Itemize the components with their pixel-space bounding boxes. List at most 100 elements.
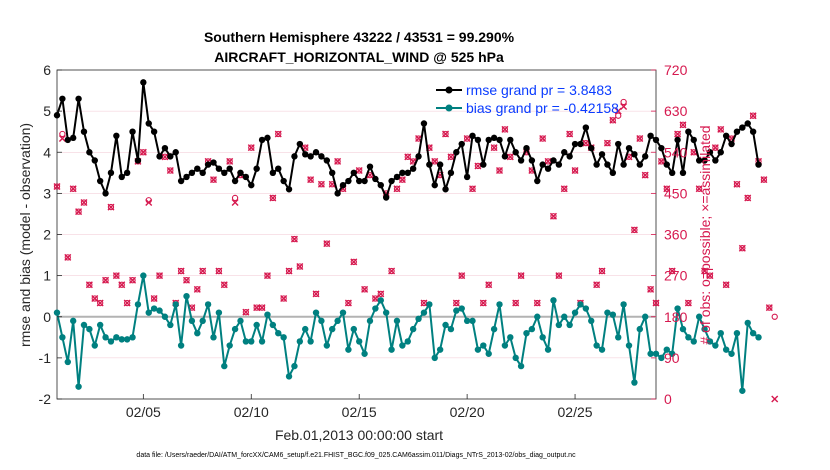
rmse-point [733,128,741,135]
obs-assimilated-stroke [355,167,363,175]
obs-assimilated-point [695,185,703,193]
obs-assimilated-point [684,299,692,307]
obs-assimilated-stroke [75,208,83,216]
bias-point [722,346,730,353]
obs-possible-point [113,272,120,279]
bias-point [458,305,465,312]
obs-assimilated-point [647,285,655,293]
obs-possible-point [534,299,541,307]
bias-point [312,309,320,316]
obs-assimilated-stroke [129,276,137,284]
obs-assimilated-point [765,304,773,312]
obs-assimilated-point [161,153,169,161]
obs-assimilated-point [598,267,606,275]
obs-assimilated-point [474,162,482,170]
obs-assimilated-point [431,157,439,165]
obs-possible-point [361,286,368,293]
obs-possible-point [636,135,643,142]
bias-point [69,317,77,325]
bias-point [615,334,622,341]
rmse-point [269,169,277,177]
rmse-point [345,177,352,185]
obs-possible-point [70,185,77,192]
right-tick-label: 360 [664,227,688,243]
x-tick-label: 02/05 [126,404,161,420]
obs-assimilated-point [560,185,568,193]
obs-assimilated-point [96,299,104,307]
bias-point [150,305,158,312]
left-y-axis-ticks: -2 -1 0 1 2 3 4 5 6 [39,62,62,407]
obs-assimilated-point [463,135,471,143]
obs-assimilated-point [663,185,671,193]
obs-assimilated-stroke [571,167,579,175]
obs-assimilated-stroke [549,212,557,220]
obs-assimilated-stroke [647,285,655,293]
bias-point [447,325,455,333]
rmse-point [329,169,336,177]
rmse-point [393,173,401,181]
bias-point [231,325,239,333]
obs-assimilated-stroke [58,135,66,143]
obs-assimilated-stroke [469,185,477,193]
obs-assimilated-point [317,180,325,188]
bias-point [102,334,109,341]
obs-assimilated-point [674,130,682,138]
obs-assimilated-stroke [231,199,239,207]
bias-point [490,325,498,333]
obs-assimilated-stroke [539,135,547,143]
bias-point [221,362,228,370]
obs-possible-point [744,194,751,202]
bias-point [436,346,444,353]
obs-assimilated-point [123,299,131,307]
obs-assimilated-stroke [706,272,714,280]
obs-assimilated-stroke [744,194,752,202]
rmse-point [361,177,368,185]
obs-assimilated-stroke [274,130,282,138]
obs-possible-point [280,295,287,302]
obs-assimilated-stroke [388,267,396,275]
obs-possible-point [97,299,104,307]
obs-assimilated-stroke [150,294,158,302]
left-tick-label: 6 [43,62,51,78]
bias-point [631,379,638,386]
rmse-point [436,161,444,168]
obs-possible-point [80,199,88,206]
obs-assimilated-stroke [701,267,709,275]
obs-possible-point [669,267,676,275]
bias-point [86,325,93,333]
rmse-point [366,163,374,170]
obs-assimilated-stroke [474,162,482,170]
bias-point [642,313,649,320]
obs-assimilated-point [220,281,228,289]
obs-assimilated-point [620,103,628,111]
x-tick-label: 02/10 [234,404,269,420]
bias-point [129,334,136,341]
obs-assimilated-point [458,272,466,280]
obs-assimilated-stroke [210,176,217,184]
obs-assimilated-stroke [166,167,174,175]
rmse-point [690,136,697,144]
obs-assimilated-stroke [447,153,455,161]
bias-point [275,330,282,337]
obs-possible-point [663,185,670,192]
obs-assimilated-stroke [361,285,369,293]
rmse-point [550,157,557,164]
bias-point [183,292,190,300]
rmse-point [118,173,125,181]
obs-assimilated-stroke [771,395,779,403]
obs-assimilated-stroke [463,135,471,143]
obs-assimilated-point [118,281,126,289]
obs-possible-point [307,176,314,183]
obs-possible-point [226,158,233,165]
rmse-point [749,128,757,135]
bias-point [512,354,519,362]
obs-assimilated-point [388,267,396,275]
obs-assimilated-stroke [107,203,115,211]
rmse-point [431,181,438,189]
bias-point [264,311,271,318]
obs-possible-point [156,272,163,279]
rmse-point [501,153,509,160]
bias-point [302,325,309,333]
bias-point [80,321,88,329]
bias-point [706,338,714,345]
